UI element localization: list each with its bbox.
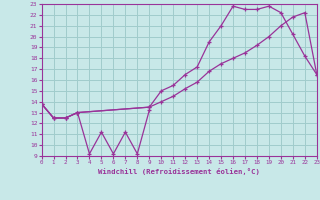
X-axis label: Windchill (Refroidissement éolien,°C): Windchill (Refroidissement éolien,°C) [98, 168, 260, 175]
